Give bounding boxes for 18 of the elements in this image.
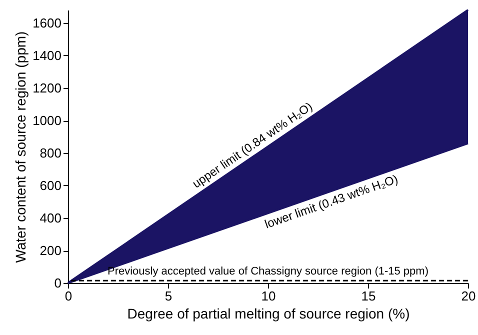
x-tick-label: 15 bbox=[361, 288, 376, 304]
y-tick-label: 1200 bbox=[32, 80, 62, 96]
x-tick-label: 0 bbox=[64, 288, 72, 304]
y-axis-title: Water content of source region (ppm) bbox=[12, 31, 29, 263]
annotation: lower limit (0.43 wt% H₂O) bbox=[262, 172, 400, 232]
y-tick-label: 600 bbox=[40, 178, 62, 193]
x-axis-title: Degree of partial melting of source region (%) bbox=[127, 306, 410, 322]
y-tick-label: 1400 bbox=[32, 48, 62, 63]
y-tick-label: 800 bbox=[40, 146, 62, 160]
y-tick-label: 400 bbox=[40, 210, 62, 226]
y-tick-label: 1000 bbox=[32, 113, 62, 128]
y-tick-label: 200 bbox=[40, 243, 62, 258]
x-tick-label: 10 bbox=[261, 288, 276, 304]
y-tick-label: 1600 bbox=[32, 16, 62, 30]
x-tick-label: 20 bbox=[461, 288, 476, 304]
y-tick-label: 0 bbox=[54, 276, 62, 290]
x-tick-label: 5 bbox=[164, 288, 172, 304]
ref-line-label: Previously accepted value of Chassigny source region (1-15 ppm) bbox=[108, 266, 428, 278]
